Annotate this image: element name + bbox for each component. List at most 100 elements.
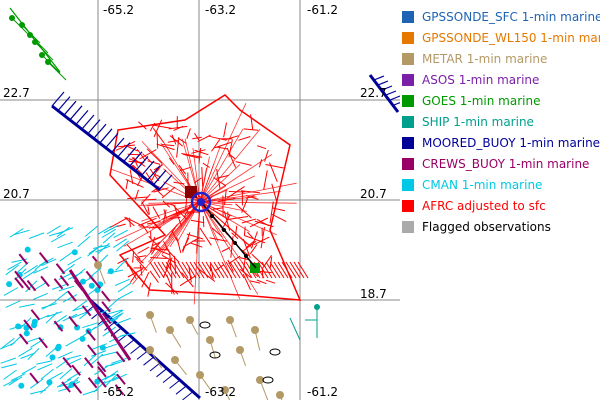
afrc-barb xyxy=(171,134,177,145)
lat-label-left-2: 20.7 xyxy=(3,187,30,201)
cman-barb xyxy=(115,258,128,271)
crews-buoy-barb xyxy=(68,315,78,328)
crews-buoy-barb xyxy=(53,278,64,290)
moored-buoy-barb xyxy=(156,368,167,378)
metar-barb xyxy=(239,349,247,367)
lon-label-bottom-1: -65.2 xyxy=(103,385,134,399)
cman-barb xyxy=(106,309,123,315)
afrc-barb xyxy=(155,188,164,197)
moored-buoy-track xyxy=(51,104,161,192)
afrc-barb xyxy=(147,160,161,165)
afrc-barb xyxy=(149,261,161,279)
lon-label-bottom-2: -63.2 xyxy=(205,385,236,399)
afrc-barb xyxy=(199,128,261,203)
afrc-barb xyxy=(153,119,163,138)
moored-buoy-barb xyxy=(175,385,187,395)
metar-barb xyxy=(229,319,237,338)
cman-barb xyxy=(115,317,131,325)
cman-barb xyxy=(88,244,103,255)
storm-track-point xyxy=(222,228,226,232)
moored-buoy-barb xyxy=(143,356,154,366)
afrc-barb xyxy=(169,135,184,147)
moored-buoy-track xyxy=(89,298,201,400)
afrc-barb xyxy=(245,240,255,249)
afrc-barb xyxy=(127,196,149,200)
crews-buoy-barb xyxy=(97,376,107,388)
crews-buoy-barb xyxy=(23,319,33,331)
crews-buoy-barb xyxy=(101,312,112,325)
afrc-barb xyxy=(156,143,175,151)
afrc-barb xyxy=(251,231,258,249)
afrc-barb xyxy=(132,164,144,176)
grid-labels: -65.2 -63.2 -61.2 22.7 20.7 22.7 20.7 18… xyxy=(3,3,387,399)
island-outline xyxy=(199,321,211,329)
afrc-barb xyxy=(229,261,241,279)
afrc-barb xyxy=(141,201,201,222)
afrc-barb xyxy=(162,257,173,278)
afrc-barb xyxy=(181,261,193,279)
afrc-barb xyxy=(177,261,189,279)
cman-barb xyxy=(28,232,45,239)
cman-station-dot xyxy=(71,249,78,256)
afrc-barb xyxy=(138,217,157,227)
cman-barb xyxy=(32,292,48,300)
legend-label: GPSSONDE_SFC 1-min marine xyxy=(422,9,600,24)
afrc-barb xyxy=(193,261,205,279)
cman-station-dot xyxy=(94,287,101,293)
afrc-barb xyxy=(189,261,201,279)
afrc-barb xyxy=(263,170,268,190)
afrc-barb xyxy=(153,261,165,279)
legend-swatch xyxy=(402,94,414,107)
afrc-barb xyxy=(201,166,204,188)
legend-swatch xyxy=(402,31,414,44)
afrc-barb xyxy=(186,128,191,139)
afrc-barb xyxy=(208,135,227,141)
afrc-barb xyxy=(115,140,136,151)
legend-label: CMAN 1-min marine xyxy=(422,177,543,192)
moored-buoy-barb xyxy=(123,339,135,349)
afrc-barb xyxy=(238,136,251,141)
afrc-barb xyxy=(211,139,221,152)
cman-barb xyxy=(9,228,24,238)
cman-barb xyxy=(18,303,35,308)
afrc-barb xyxy=(129,272,138,283)
cman-barb xyxy=(101,228,116,238)
legend-item: Flagged observations xyxy=(402,216,598,237)
cman-barb xyxy=(65,354,82,360)
afrc-barb xyxy=(140,193,151,205)
crews-buoy-barb xyxy=(14,277,24,289)
moored-buoy-barb xyxy=(182,391,193,400)
afrc-barb xyxy=(227,259,234,272)
cman-barb xyxy=(57,227,74,235)
legend-swatch xyxy=(402,73,414,86)
goes-track xyxy=(9,7,61,73)
cman-barb xyxy=(83,354,97,367)
afrc-barb xyxy=(137,246,150,254)
cman-barb xyxy=(65,337,80,347)
afrc-barb xyxy=(151,167,159,181)
cman-barb xyxy=(77,236,91,248)
moored-buoy-barb xyxy=(377,80,389,86)
cman-barb xyxy=(100,373,116,381)
afrc-barb xyxy=(142,224,149,234)
afrc-barb xyxy=(156,132,159,149)
cman-barb xyxy=(24,337,41,344)
cman-barb xyxy=(82,389,99,396)
cman-barb xyxy=(46,225,61,235)
cman-barb xyxy=(14,229,30,236)
cman-barb xyxy=(5,264,19,276)
cman-barb xyxy=(10,373,26,382)
afrc-barb xyxy=(265,164,284,169)
legend-item: ASOS 1-min marine xyxy=(402,69,598,90)
crews-buoy-barb xyxy=(62,356,72,369)
moored-buoy-barb xyxy=(63,100,77,116)
afrc-barb xyxy=(199,156,210,203)
goes-barb xyxy=(41,54,61,74)
afrc-barb xyxy=(149,168,160,182)
moored-buoy-barb xyxy=(104,322,115,331)
afrc-barb xyxy=(293,261,305,279)
afrc-barb xyxy=(168,157,175,165)
afrc-barb xyxy=(297,261,309,279)
ship-barb xyxy=(289,317,301,341)
afrc-barb xyxy=(150,257,167,259)
